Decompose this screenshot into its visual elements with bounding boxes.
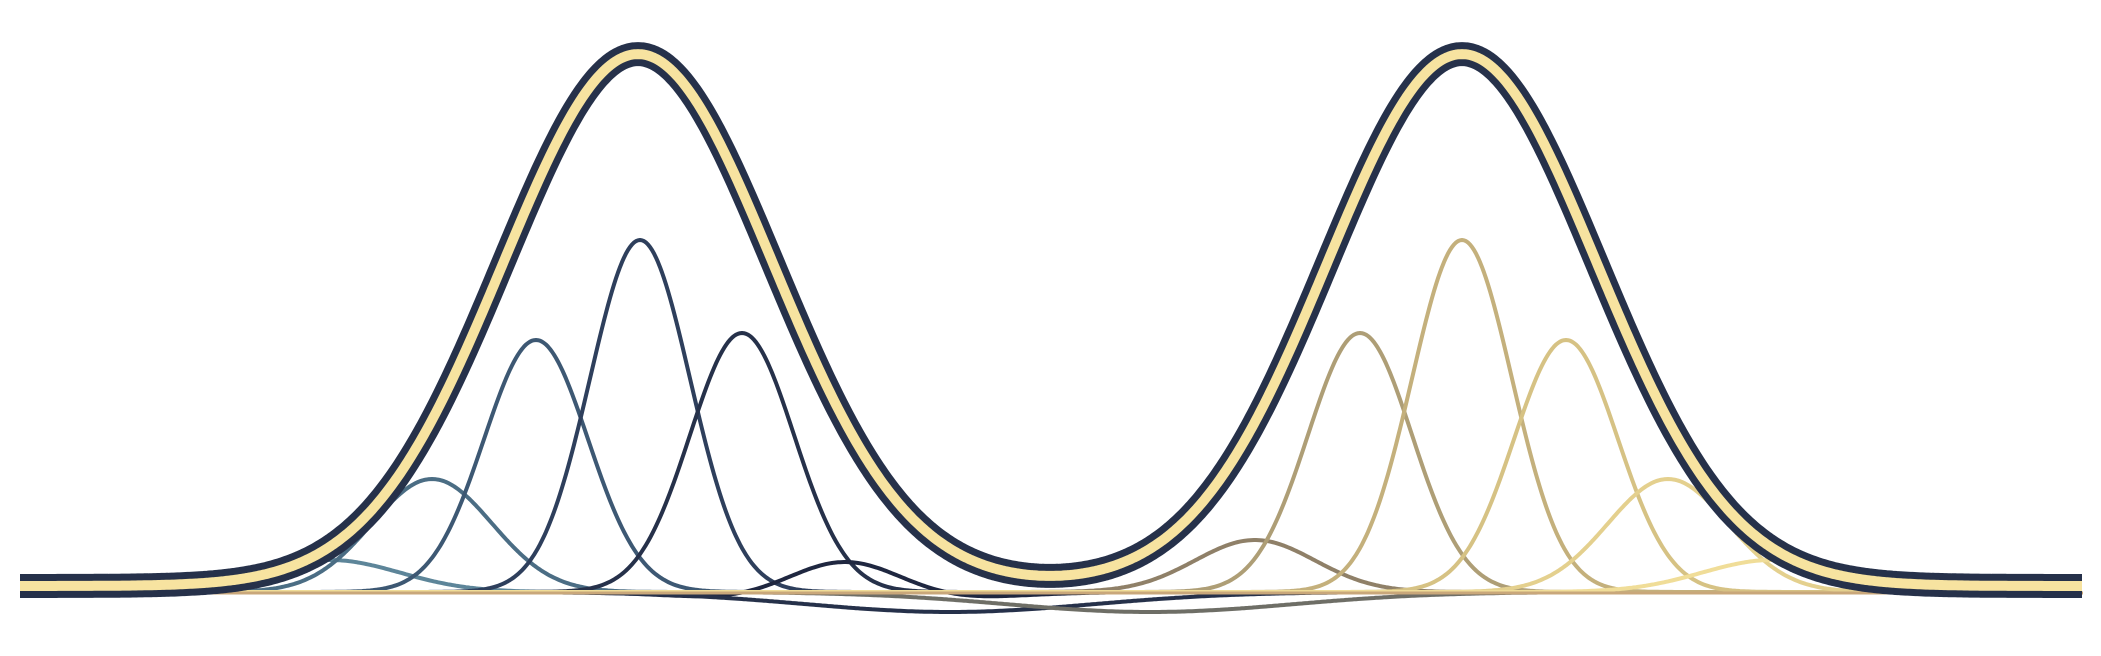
envelope-outline <box>10 42 2092 598</box>
envelope-fill <box>17 49 2085 591</box>
envelope-group <box>10 42 2092 598</box>
